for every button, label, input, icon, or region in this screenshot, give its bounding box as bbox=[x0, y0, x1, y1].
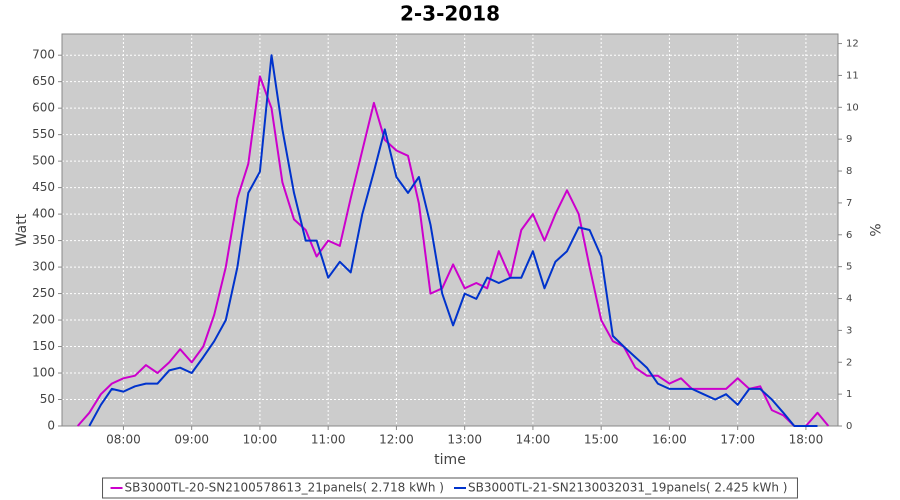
x-tick-label: 18:00 bbox=[789, 433, 824, 447]
legend-label: SB3000TL-21-SN2130032031_19panels( 2.425… bbox=[468, 481, 787, 495]
y2-tick-label: 1 bbox=[846, 389, 852, 400]
x-tick-label: 08:00 bbox=[106, 433, 141, 447]
legend: SB3000TL-20-SN2100578613_21panels( 2.718… bbox=[102, 477, 798, 499]
y2-tick-label: 11 bbox=[846, 70, 859, 81]
y2-tick-label: 3 bbox=[846, 325, 852, 336]
legend-label: SB3000TL-20-SN2100578613_21panels( 2.718… bbox=[125, 481, 444, 495]
y-tick-label: 150 bbox=[32, 339, 55, 353]
y2-tick-label: 7 bbox=[846, 198, 852, 209]
y2-tick-label: 10 bbox=[846, 102, 859, 113]
x-tick-label: 10:00 bbox=[243, 433, 278, 447]
x-tick-label: 16:00 bbox=[652, 433, 687, 447]
y2-tick-label: 9 bbox=[846, 134, 852, 145]
y-axis-label: Watt bbox=[14, 213, 30, 246]
y2-tick-label: 6 bbox=[846, 230, 852, 241]
y2-tick-label: 4 bbox=[846, 294, 852, 305]
y-tick-label: 250 bbox=[32, 286, 55, 300]
y-tick-label: 350 bbox=[32, 233, 55, 247]
y-tick-label: 50 bbox=[40, 392, 55, 406]
x-tick-label: 17:00 bbox=[720, 433, 755, 447]
y2-tick-label: 8 bbox=[846, 166, 852, 177]
x-axis-label: time bbox=[434, 452, 466, 468]
x-tick-label: 15:00 bbox=[584, 433, 619, 447]
y2-tick-label: 12 bbox=[846, 39, 859, 50]
y-tick-label: 700 bbox=[32, 48, 55, 62]
chart-title: 2-3-2018 bbox=[400, 2, 500, 26]
x-tick-label: 13:00 bbox=[447, 433, 482, 447]
y-tick-label: 0 bbox=[47, 419, 55, 433]
x-tick-label: 12:00 bbox=[379, 433, 414, 447]
y-tick-label: 400 bbox=[32, 207, 55, 221]
y2-tick-label: 2 bbox=[846, 357, 852, 368]
y-tick-label: 500 bbox=[32, 154, 55, 168]
y-tick-label: 200 bbox=[32, 313, 55, 327]
series-line bbox=[88, 54, 818, 427]
y-tick-label: 450 bbox=[32, 180, 55, 194]
y-tick-label: 550 bbox=[32, 127, 55, 141]
y-tick-label: 100 bbox=[32, 366, 55, 380]
plot-border bbox=[61, 33, 839, 427]
y2-tick-label: 5 bbox=[846, 262, 852, 273]
x-tick-label: 09:00 bbox=[174, 433, 209, 447]
x-tick-label: 11:00 bbox=[311, 433, 346, 447]
y-tick-label: 300 bbox=[32, 260, 55, 274]
x-tick-label: 14:00 bbox=[516, 433, 551, 447]
y2-axis-label: % bbox=[866, 223, 882, 236]
y-tick-label: 600 bbox=[32, 101, 55, 115]
series-line bbox=[76, 75, 830, 427]
y2-tick-label: 0 bbox=[846, 421, 852, 432]
y-tick-label: 650 bbox=[32, 74, 55, 88]
legend-box bbox=[102, 477, 798, 499]
